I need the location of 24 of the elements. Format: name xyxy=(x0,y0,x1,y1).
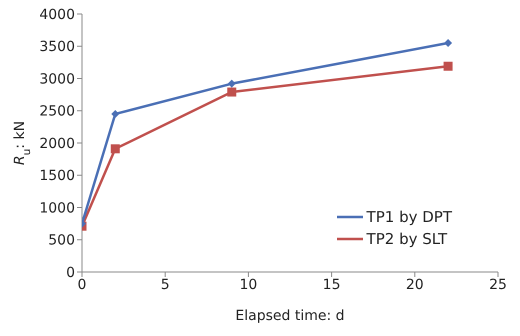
point xyxy=(110,144,120,154)
y-tick-label: 3000 xyxy=(39,71,75,88)
x-tick-label: 0 xyxy=(78,276,86,293)
point xyxy=(444,62,453,71)
y-tick-label: 0 xyxy=(66,264,75,281)
legend-label: TP2 by SLT xyxy=(366,229,448,250)
x-tick-label: 5 xyxy=(160,276,170,293)
y-tick-label: 500 xyxy=(48,232,75,249)
x-axis-title: Elapsed time: d xyxy=(235,308,345,324)
legend-label: TP1 by DPT xyxy=(366,207,452,228)
x-tick-label: 20 xyxy=(406,276,424,293)
y-tick-label: 3500 xyxy=(39,39,75,56)
y-tick-label: 2500 xyxy=(39,104,75,120)
y-tick-label: 2000 xyxy=(39,136,75,152)
y-tick-label: 1000 xyxy=(39,200,75,216)
point xyxy=(227,88,236,97)
y-tick-label: 4000 xyxy=(39,6,75,23)
x-tick-label: 10 xyxy=(239,276,258,293)
point xyxy=(444,39,452,48)
x-tick-label: 15 xyxy=(322,276,341,293)
point xyxy=(111,110,120,118)
point xyxy=(228,80,236,88)
x-tick-label: 25 xyxy=(489,276,507,293)
y-tick-label: 1500 xyxy=(39,168,75,184)
